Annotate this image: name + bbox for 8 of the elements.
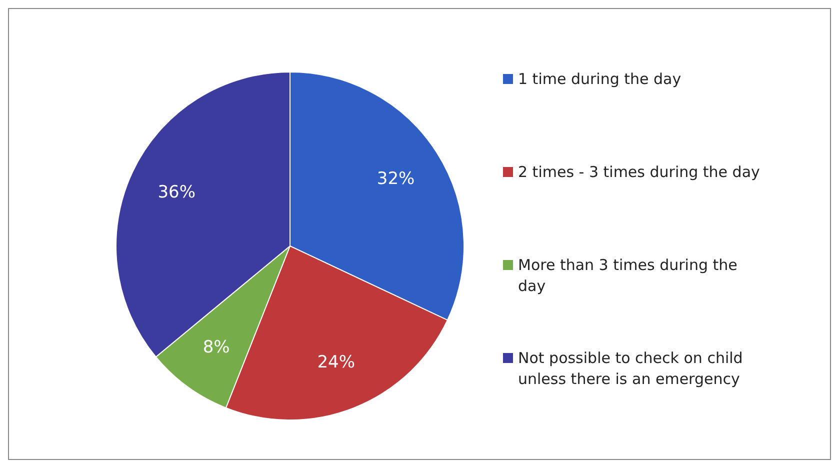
- data-label: 32%: [376, 168, 415, 189]
- legend-label: 1 time during the day: [518, 69, 682, 90]
- legend-label: Not possible to check on child unless there is an emergency: [518, 348, 744, 390]
- data-label: 36%: [158, 182, 196, 203]
- legend-label: More than 3 times during the day: [518, 255, 738, 297]
- legend-label: 2 times - 3 times during the day: [518, 162, 760, 183]
- data-label: 24%: [317, 352, 356, 372]
- data-label: 8%: [202, 337, 230, 358]
